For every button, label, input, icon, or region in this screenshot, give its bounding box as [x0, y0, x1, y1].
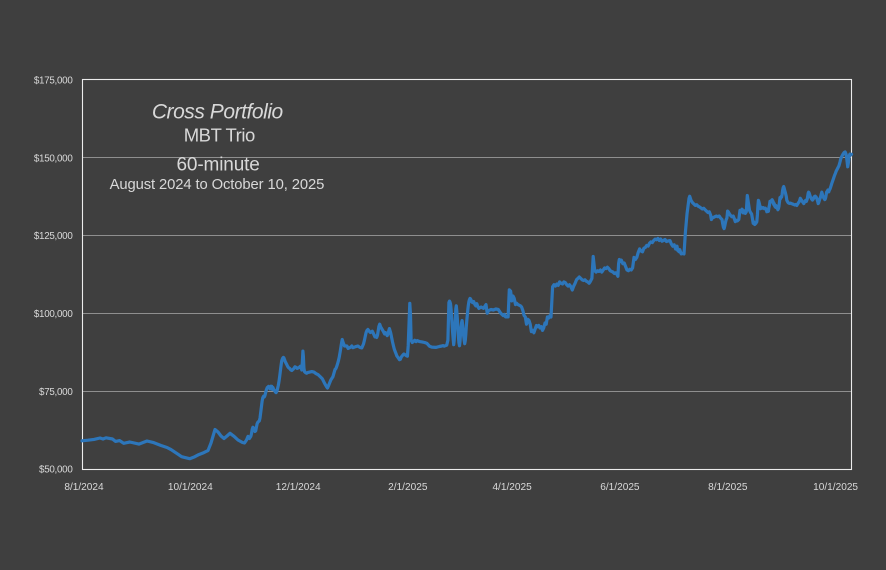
svg-text:2/1/2025: 2/1/2025	[388, 482, 428, 493]
svg-text:8/1/2025: 8/1/2025	[708, 482, 748, 493]
svg-text:Cross Portfolio: Cross Portfolio	[152, 100, 284, 123]
svg-text:$125,000: $125,000	[34, 231, 73, 242]
svg-text:6/1/2025: 6/1/2025	[600, 482, 640, 493]
svg-text:$50,000: $50,000	[39, 465, 73, 476]
svg-text:$150,000: $150,000	[34, 153, 73, 164]
svg-text:8/1/2024: 8/1/2024	[64, 482, 104, 493]
svg-text:10/1/2024: 10/1/2024	[168, 482, 213, 493]
svg-text:$100,000: $100,000	[34, 309, 73, 320]
svg-text:$175,000: $175,000	[34, 76, 73, 87]
svg-text:August 2024 to October 10, 202: August 2024 to October 10, 2025	[110, 177, 325, 193]
svg-text:12/1/2024: 12/1/2024	[276, 482, 321, 493]
svg-text:$75,000: $75,000	[39, 387, 73, 398]
svg-text:10/1/2025: 10/1/2025	[813, 482, 858, 493]
svg-text:60-minute: 60-minute	[177, 155, 260, 176]
svg-text:4/1/2025: 4/1/2025	[492, 482, 532, 493]
svg-text:MBT Trio: MBT Trio	[184, 125, 255, 146]
